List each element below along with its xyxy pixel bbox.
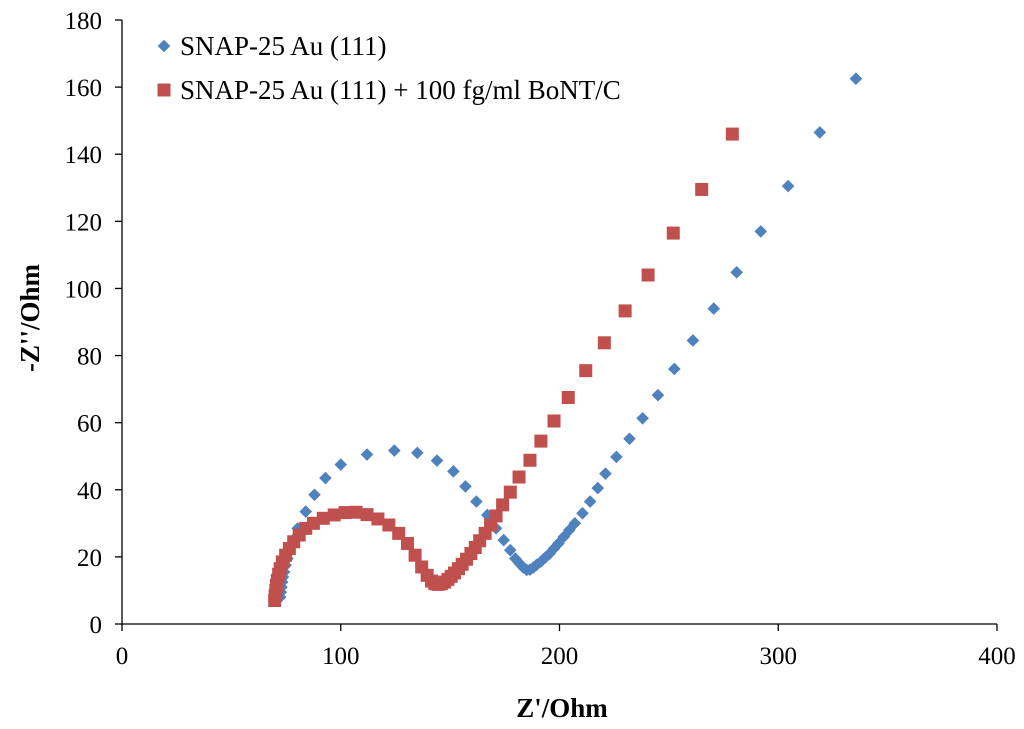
data-point-diamond <box>707 302 721 315</box>
data-point-diamond <box>513 557 526 570</box>
data-point-square <box>503 485 517 499</box>
y-tick-label: 20 <box>77 545 102 572</box>
legend-item-snap25-bont: SNAP-25 Au (111) + 100 fg/ml BoNT/C <box>157 75 621 105</box>
data-point-diamond <box>636 412 649 425</box>
data-point-square <box>382 518 396 532</box>
data-point-square <box>725 127 739 141</box>
data-point-diamond <box>509 552 522 565</box>
data-point-diamond <box>459 480 472 493</box>
legend-marker-square <box>157 83 171 97</box>
data-point-diamond <box>849 72 863 86</box>
data-point-diamond <box>754 225 768 238</box>
data-point-diamond <box>583 495 597 508</box>
data-point-square <box>695 182 709 196</box>
data-point-square <box>306 516 320 530</box>
data-point-square <box>408 548 422 562</box>
data-point-diamond <box>411 446 424 460</box>
data-point-diamond <box>781 179 795 193</box>
data-point-square <box>316 511 330 525</box>
data-point-diamond <box>503 543 517 557</box>
data-point-diamond <box>334 458 348 471</box>
data-point-diamond <box>388 444 401 457</box>
data-point-diamond <box>686 334 700 347</box>
data-point-diamond <box>610 450 623 464</box>
data-point-diamond <box>470 495 483 508</box>
data-point-square <box>561 391 575 404</box>
data-point-diamond <box>299 505 313 518</box>
data-point-diamond <box>576 506 589 520</box>
data-point-square <box>338 506 352 520</box>
y-tick-label: 80 <box>77 344 102 371</box>
x-axis-title: Z'/Ohm <box>516 693 608 723</box>
legend-marker-diamond-shape <box>157 39 171 53</box>
data-point-diamond <box>308 488 321 502</box>
data-point-diamond <box>430 454 444 467</box>
plot-area <box>268 72 863 608</box>
data-point-diamond <box>568 517 582 530</box>
data-point-square <box>512 470 526 484</box>
data-point-square <box>349 505 363 519</box>
tick-labels: 0 20 40 60 80 100 120 140 160 180 0 100 200 300 400 <box>65 8 1016 670</box>
series-0 <box>273 72 863 604</box>
legend-label-snap25-bont: SNAP-25 Au (111) + 100 fg/ml BoNT/C <box>180 75 621 105</box>
x-tick-label: 100 <box>322 643 360 670</box>
y-tick-label: 160 <box>65 75 103 102</box>
data-point-square <box>400 536 414 550</box>
data-point-square <box>597 336 611 350</box>
data-point-square <box>666 226 680 240</box>
x-tick-label: 300 <box>760 643 798 670</box>
y-tick-label: 180 <box>65 8 103 35</box>
x-tick-label: 0 <box>116 643 129 670</box>
data-point-diamond <box>730 266 743 279</box>
data-point-square <box>489 509 503 523</box>
data-point-diamond <box>497 533 511 547</box>
legend-item-snap25: SNAP-25 Au (111) <box>157 31 387 61</box>
data-point-diamond <box>447 465 460 478</box>
x-tick-label: 400 <box>978 643 1016 670</box>
data-point-square <box>327 508 341 522</box>
y-tick-label: 40 <box>77 478 102 505</box>
y-tick-label: 100 <box>65 276 103 303</box>
data-point-diamond <box>813 126 827 139</box>
data-point-square <box>641 268 655 282</box>
data-point-square <box>360 508 374 522</box>
x-tick-label: 200 <box>541 643 579 670</box>
data-point-square <box>534 434 548 448</box>
legend-label-snap25: SNAP-25 Au (111) <box>180 31 387 61</box>
data-point-diamond <box>563 523 576 537</box>
data-point-square <box>618 304 632 318</box>
data-point-diamond <box>651 388 665 402</box>
data-point-square <box>579 364 593 378</box>
data-point-diamond <box>534 555 548 568</box>
y-tick-label: 120 <box>65 209 103 236</box>
data-point-diamond <box>543 547 556 560</box>
y-axis-title: -Z''/Ohm <box>15 263 45 372</box>
data-point-square <box>547 414 561 428</box>
legend: SNAP-25 Au (111) SNAP-25 Au (111) + 100 … <box>157 31 621 105</box>
data-point-diamond <box>319 471 332 485</box>
data-point-diamond <box>668 362 681 376</box>
data-point-diamond <box>360 448 374 461</box>
series-1 <box>268 127 739 608</box>
legend-marker-square-shape <box>157 83 171 97</box>
data-point-diamond <box>599 467 612 480</box>
axes <box>115 19 998 631</box>
data-point-square <box>371 512 385 526</box>
legend-marker-diamond <box>157 39 171 53</box>
y-tick-label: 0 <box>90 612 103 639</box>
data-point-diamond <box>623 432 636 446</box>
data-point-diamond <box>591 481 605 495</box>
data-point-square <box>523 453 537 467</box>
data-point-diamond <box>552 537 565 550</box>
data-point-square <box>496 498 510 512</box>
data-point-square <box>392 526 406 540</box>
data-point-diamond <box>547 542 561 555</box>
y-tick-label: 60 <box>77 411 102 438</box>
y-tick-label: 140 <box>65 142 103 169</box>
